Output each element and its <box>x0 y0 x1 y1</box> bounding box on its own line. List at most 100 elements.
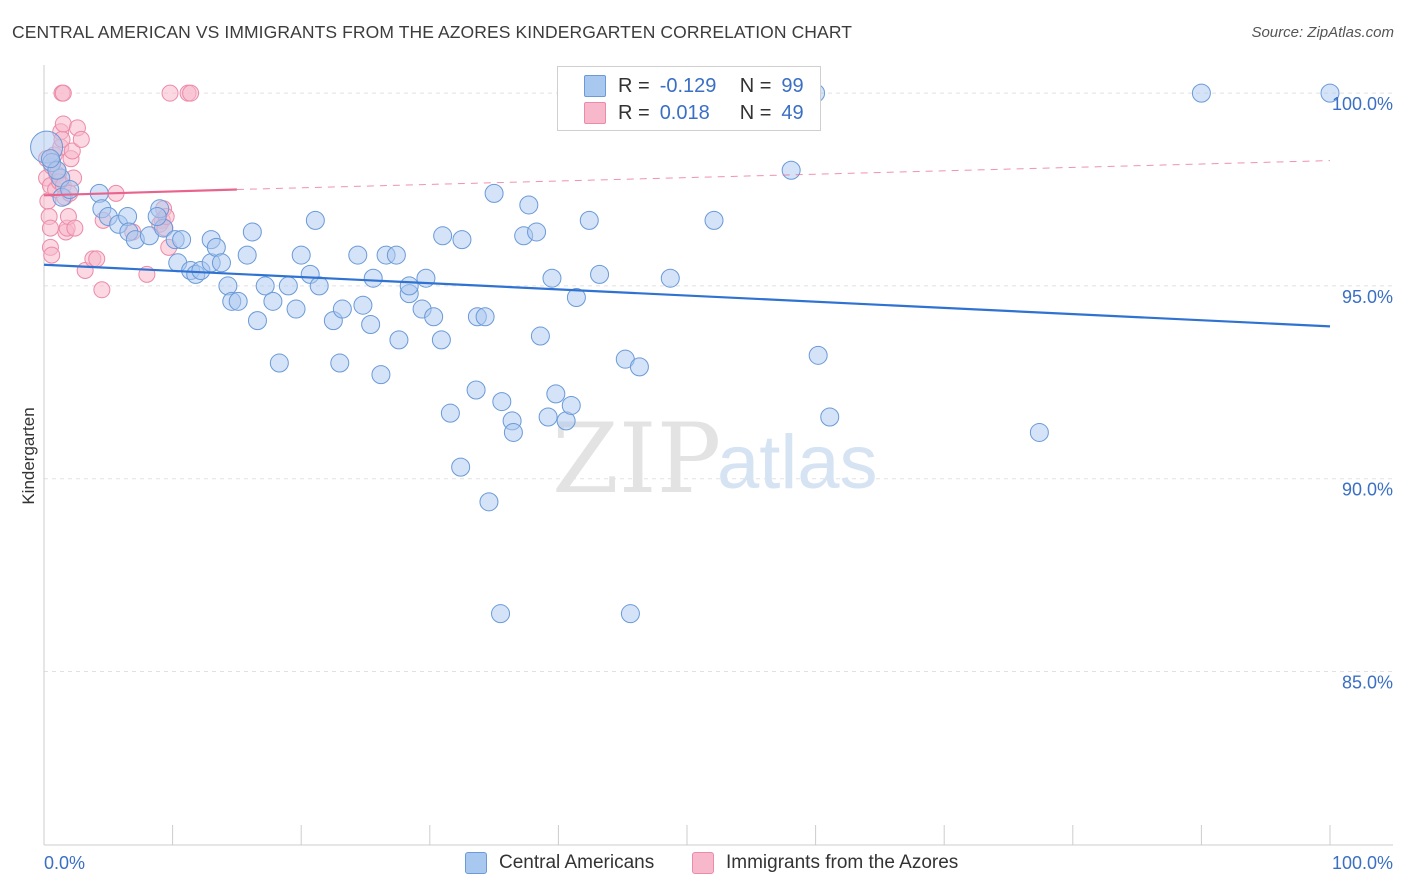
azores-point <box>54 115 72 133</box>
central-american-point <box>286 299 306 319</box>
central-american-point <box>278 276 298 296</box>
bottom-legend-label: Immigrants from the Azores <box>726 852 959 873</box>
central-american-point <box>399 276 419 296</box>
central-american-point <box>590 264 610 284</box>
central-american-point <box>348 245 368 265</box>
bottom-legend-central-americans: Central Americans <box>465 852 654 874</box>
central-american-point <box>530 326 550 346</box>
central-american-point <box>269 353 289 373</box>
bottom-legend-label: Central Americans <box>499 852 655 873</box>
legend-box: R = -0.129 N = 99 R = 0.018 N = 49 <box>557 66 821 131</box>
central-american-point <box>228 291 248 311</box>
central-american-point <box>247 311 267 331</box>
central-american-point <box>546 384 566 404</box>
central-american-point <box>491 604 511 624</box>
central-american-point <box>353 295 373 315</box>
y-tick-label: 95.0% <box>1342 287 1393 307</box>
central-american-point <box>363 268 383 288</box>
central-american-point <box>452 230 472 250</box>
y-tick-label: 85.0% <box>1342 672 1393 692</box>
legend-n-value: 49 <box>781 101 804 124</box>
central-american-point <box>579 210 599 230</box>
central-american-point <box>371 365 391 385</box>
central-american-point <box>542 268 562 288</box>
central-american-point <box>538 407 558 427</box>
source-label: Source: ZipAtlas.com <box>1251 24 1394 41</box>
watermark-zip: ZIP <box>552 403 721 515</box>
azores-point <box>41 219 59 237</box>
central-american-point <box>433 226 453 246</box>
central-american-point <box>305 210 325 230</box>
bottom-legend-swatch-pink <box>692 852 714 874</box>
central-american-point <box>361 314 381 334</box>
bottom-legend-azores: Immigrants from the Azores <box>692 852 958 874</box>
central-american-point <box>416 268 436 288</box>
central-american-point <box>291 245 311 265</box>
legend-r-value: 0.018 <box>659 101 710 124</box>
central-american-point <box>519 195 539 215</box>
central-american-point <box>475 307 495 327</box>
central-american-point <box>330 353 350 373</box>
central-american-point <box>566 287 586 307</box>
legend-row-azores: R = 0.018 N = 49 <box>584 100 804 126</box>
central-american-point <box>424 307 444 327</box>
x-tick-label: 0.0% <box>44 853 85 873</box>
central-american-point <box>440 403 460 423</box>
central-american-point <box>808 345 828 365</box>
central-american-point <box>451 457 471 477</box>
central-american-point <box>263 291 283 311</box>
y-tick-labels: 85.0% 90.0% 95.0% 100.0% <box>1332 94 1393 692</box>
central-american-point <box>620 604 640 624</box>
watermark-atlas: atlas <box>717 420 878 505</box>
central-american-point <box>561 395 581 415</box>
bottom-legend: Central Americans Immigrants from the Az… <box>0 852 1406 878</box>
central-american-point <box>492 392 512 412</box>
azores-point <box>66 219 84 237</box>
legend-n-label: N = <box>739 74 772 97</box>
central-american-point <box>309 276 329 296</box>
central-american-point <box>704 210 724 230</box>
central-american-point <box>1029 422 1049 442</box>
central-american-point <box>386 245 406 265</box>
central-american-point <box>237 245 257 265</box>
central-american-point <box>255 276 275 296</box>
azores-point <box>43 246 61 264</box>
azores-point <box>93 281 111 299</box>
azores-point <box>161 84 179 102</box>
azores-point <box>54 84 72 102</box>
legend-r-value: -0.129 <box>659 74 717 97</box>
gridlines <box>44 92 1393 672</box>
central-american-point <box>479 492 499 512</box>
azores-point <box>88 250 106 268</box>
bottom-legend-swatch-blue <box>465 852 487 874</box>
central-american-point <box>484 183 504 203</box>
watermark: ZIP atlas <box>552 403 878 515</box>
central-american-point <box>211 253 231 273</box>
central-american-point <box>1191 83 1211 103</box>
central-american-point <box>820 407 840 427</box>
y-tick-label: 90.0% <box>1342 480 1393 500</box>
azores-point <box>182 84 200 102</box>
x-tick-labels: 0.0% 100.0% <box>44 853 1393 873</box>
y-tick-label: 100.0% <box>1332 94 1393 114</box>
central-american-point <box>629 357 649 377</box>
central-american-point <box>242 222 262 242</box>
azores-trendline-extension <box>236 160 1331 191</box>
legend-row-central-american: R = -0.129 N = 99 <box>584 73 804 99</box>
central-american-point <box>527 222 547 242</box>
azores-point <box>72 130 90 148</box>
trend-lines <box>43 160 1331 328</box>
legend-n-label: N = <box>739 101 772 124</box>
central-american-point <box>147 207 167 227</box>
central-american-trendline <box>43 263 1331 328</box>
chart-title: CENTRAL AMERICAN VS IMMIGRANTS FROM THE … <box>12 22 853 42</box>
central-american-point <box>1320 83 1340 103</box>
y-axis-label: Kindergarten <box>19 407 38 504</box>
central-american-point <box>781 160 801 180</box>
central-american-point <box>503 422 523 442</box>
central-american-point <box>431 330 451 350</box>
x-tick-label: 100.0% <box>1332 853 1393 873</box>
series-central-american-points <box>30 83 1340 624</box>
legend-r-label: R = <box>618 74 650 97</box>
